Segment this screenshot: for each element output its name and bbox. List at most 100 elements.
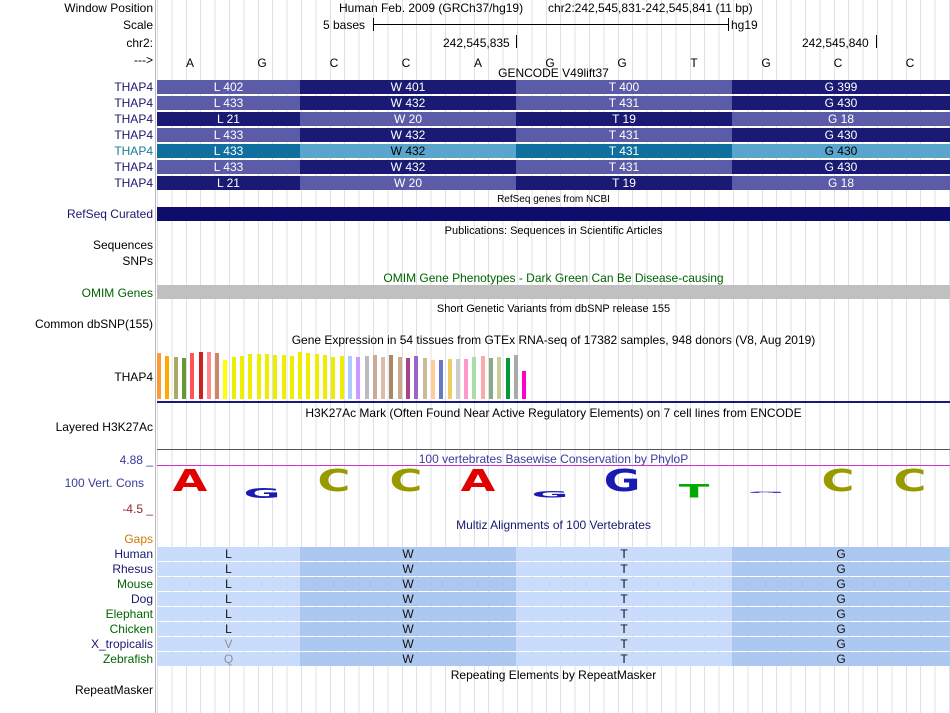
gtex-tissue-bar[interactable] [406,357,410,399]
multiz-species-label[interactable]: Dog [130,592,153,606]
gencode-transcript[interactable]: L 433 W 432 T 431 G 430 [157,160,950,174]
gtex-expression-bars[interactable] [157,349,557,399]
gtex-tissue-bar[interactable] [215,352,220,399]
gtex-tissue-bar[interactable] [439,359,444,399]
gencode-gene-label[interactable]: THAP4 [114,96,153,110]
gtex-tissue-bar[interactable] [240,355,244,399]
ruler-coord-2: 242,545,840 [802,36,869,50]
gencode-transcript[interactable]: L 402 W 401 T 400 G 399 [157,80,950,94]
gtex-tissue-bar[interactable] [231,356,236,399]
gencode-gene-label[interactable]: THAP4 [114,80,153,94]
gtex-tissue-bar[interactable] [397,356,402,399]
gtex-tissue-bar[interactable] [414,355,419,399]
gtex-title[interactable]: Gene Expression in 54 tissues from GTEx … [291,333,816,347]
gtex-tissue-bar[interactable] [381,356,386,399]
gencode-gene-label[interactable]: THAP4 [114,144,153,158]
refseq-feature[interactable] [157,207,950,221]
gtex-tissue-bar[interactable] [256,353,261,399]
gtex-tissue-bar[interactable] [198,351,203,399]
multiz-species-label[interactable]: Chicken [109,622,153,636]
gtex-tissue-bar[interactable] [314,353,319,399]
gtex-tissue-bar[interactable] [223,359,228,399]
gencode-transcript[interactable]: L 21 W 20 T 19 G 18 [157,112,950,126]
gtex-tissue-bar[interactable] [356,356,361,399]
multiz-species-label[interactable]: Elephant [105,607,153,621]
multiz-title[interactable]: Multiz Alignments of 100 Vertebrates [456,518,651,532]
gtex-tissue-bar[interactable] [157,353,161,399]
gtex-tissue-bar[interactable] [190,352,195,399]
sequences-label[interactable]: Sequences [92,238,153,252]
repeatmasker-label[interactable]: RepeatMasker [74,683,153,697]
omim-feature[interactable] [157,285,950,299]
omim-label[interactable]: OMIM Genes [81,286,153,300]
gencode-transcript[interactable]: L 433 W 432 T 431 G 430 [157,128,950,142]
gaps-label[interactable]: Gaps [124,532,153,546]
gtex-tissue-bar[interactable] [430,359,435,399]
publications-title[interactable]: Publications: Sequences in Scientific Ar… [444,225,663,237]
gtex-tissue-bar[interactable] [306,352,311,399]
gtex-tissue-bar[interactable] [165,355,170,399]
gtex-tissue-bar[interactable] [289,355,294,399]
multiz-species-label[interactable]: Human [114,547,153,561]
gtex-tissue-bar[interactable] [347,355,352,399]
gtex-tissue-bar[interactable] [422,357,427,399]
gtex-tissue-bar[interactable] [447,358,452,399]
gtex-tissue-bar[interactable] [331,356,336,399]
cons-label[interactable]: 100 Vert. Cons [64,476,144,490]
gtex-tissue-bar[interactable] [248,353,253,399]
dbsnp-title[interactable]: Short Genetic Variants from dbSNP releas… [436,303,671,315]
conservation-title[interactable]: 100 vertebrates Basewise Conservation by… [418,452,689,466]
gencode-transcript[interactable]: L 433 W 432 T 431 G 430 [157,96,950,110]
multiz-species-label[interactable]: X_tropicalis [90,637,153,651]
gtex-tissue-bar[interactable] [281,354,286,399]
refseq-title[interactable]: RefSeq genes from NCBI [497,194,610,205]
gtex-tissue-bar[interactable] [323,354,327,399]
gtex-tissue-bar[interactable] [505,357,510,399]
gtex-tissue-bar[interactable] [497,356,502,399]
gtex-tissue-bar[interactable] [389,354,394,399]
multiz-species-label[interactable]: Zebrafish [102,652,153,666]
gtex-tissue-bar[interactable] [364,355,369,399]
gtex-tissue-bar[interactable] [372,354,377,399]
multiz-species-label[interactable]: Rhesus [112,562,153,576]
gencode-gene-label[interactable]: THAP4 [114,128,153,142]
gtex-tissue-bar[interactable] [489,357,493,399]
gtex-tissue-bar[interactable] [273,354,278,399]
gtex-tissue-bar[interactable] [513,354,518,399]
gencode-gene-label[interactable]: THAP4 [114,176,153,190]
dbsnp-label[interactable]: Common dbSNP(155) [34,317,153,331]
gencode-transcript[interactable]: L 21 W 20 T 19 G 18 [157,176,950,190]
gtex-tissue-bar[interactable] [522,371,527,399]
gtex-tissue-bar[interactable] [298,351,303,399]
h3k27ac-label[interactable]: Layered H3K27Ac [55,420,153,434]
gtex-tissue-bar[interactable] [472,356,477,399]
gtex-tissue-bar[interactable] [480,355,485,399]
gtex-gene-label[interactable]: THAP4 [114,370,153,384]
strand-arrow-label[interactable]: ---> [134,53,153,67]
gtex-tissue-bar[interactable] [339,355,344,399]
gencode-gene-label[interactable]: THAP4 [114,112,153,126]
gtex-tissue-bar[interactable] [464,358,469,399]
gencode-transcript[interactable]: L 433 W 432 T 431 G 430 [157,144,950,158]
gencode-title[interactable]: GENCODE V49lift37 [498,66,609,80]
omim-title[interactable]: OMIM Gene Phenotypes - Dark Green Can Be… [383,271,724,285]
snps-label[interactable]: SNPs [122,254,153,268]
gtex-tissue-bar[interactable] [173,356,178,399]
refseq-label[interactable]: RefSeq Curated [66,207,153,221]
repeatmasker-title[interactable]: Repeating Elements by RepeatMasker [450,668,657,682]
gtex-tissue-bar[interactable] [264,353,269,399]
multiz-species-label[interactable]: Mouse [116,577,153,591]
gtex-tissue-bar[interactable] [206,351,211,399]
h3k27ac-title[interactable]: H3K27Ac Mark (Often Found Near Active Re… [305,406,802,420]
gtex-tissue-bar[interactable] [181,357,186,399]
gtex-tissue-bar[interactable] [455,358,460,399]
gencode-gene-label[interactable]: THAP4 [114,160,153,174]
